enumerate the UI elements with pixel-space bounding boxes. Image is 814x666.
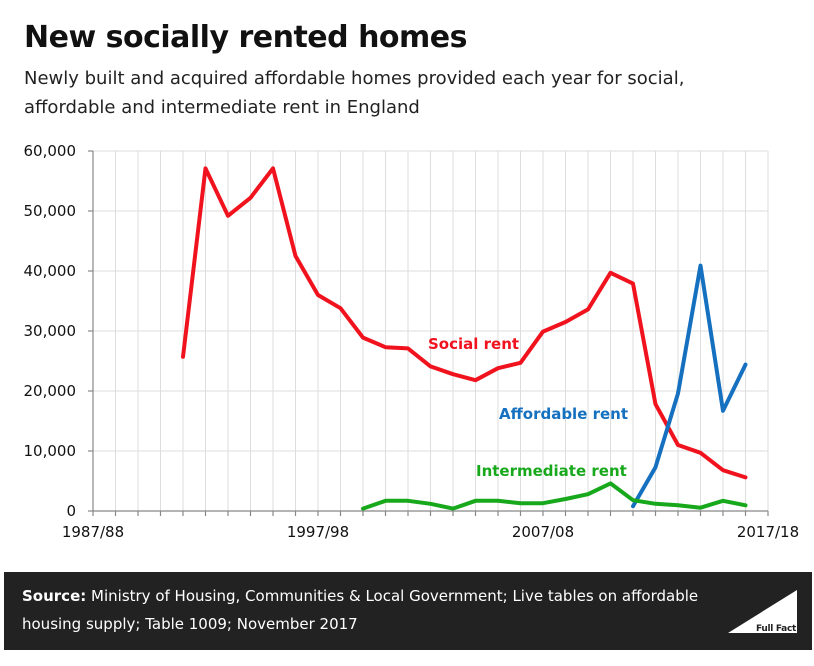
source-note: Source: Ministry of Housing, Communities… (22, 582, 712, 638)
y-axis-tick-labels: 0 10,000 20,000 30,000 40,000 50,000 60,000 (24, 142, 77, 520)
logo-text: Full Fact (755, 624, 796, 634)
x-tick-label: 1997/98 (287, 523, 349, 541)
series-label-intermediate-rent: Intermediate rent (476, 462, 627, 480)
series-line-social (181, 166, 748, 480)
series-line-intermediate (361, 481, 748, 511)
x-tick-label: 2007/08 (512, 523, 574, 541)
x-tick-label: 2017/18 (737, 523, 799, 541)
series-lines (181, 166, 748, 511)
y-tick-label: 50,000 (24, 202, 77, 220)
y-tick-label: 20,000 (24, 382, 77, 400)
series-labels: Social rent Affordable rent Intermediate… (428, 335, 628, 480)
y-tick-label: 60,000 (24, 142, 77, 160)
y-tick-label: 10,000 (24, 442, 77, 460)
x-tick-label: 1987/88 (62, 523, 124, 541)
gridlines (93, 150, 769, 511)
y-tick-label: 0 (66, 502, 76, 520)
source-text: Ministry of Housing, Communities & Local… (22, 587, 699, 633)
chart-subtitle: Newly built and acquired affordable home… (24, 68, 685, 118)
source-label: Source: (22, 587, 87, 605)
series-label-affordable-rent: Affordable rent (499, 405, 628, 423)
source-footer: Source: Ministry of Housing, Communities… (4, 572, 812, 650)
logo-triangle-icon (728, 590, 797, 633)
series-line-affordable (631, 263, 748, 509)
axes (88, 150, 769, 516)
y-tick-label: 30,000 (24, 322, 77, 340)
line-chart: 0 10,000 20,000 30,000 40,000 50,000 60,000 19… (24, 142, 800, 541)
chart-title: New socially rented homes (24, 20, 468, 55)
series-label-social-rent: Social rent (428, 335, 519, 353)
full-fact-logo: Full Fact (728, 590, 798, 634)
x-axis-tick-labels: 1987/88 1997/98 2007/08 2017/18 (62, 523, 799, 541)
y-tick-label: 40,000 (24, 262, 77, 280)
